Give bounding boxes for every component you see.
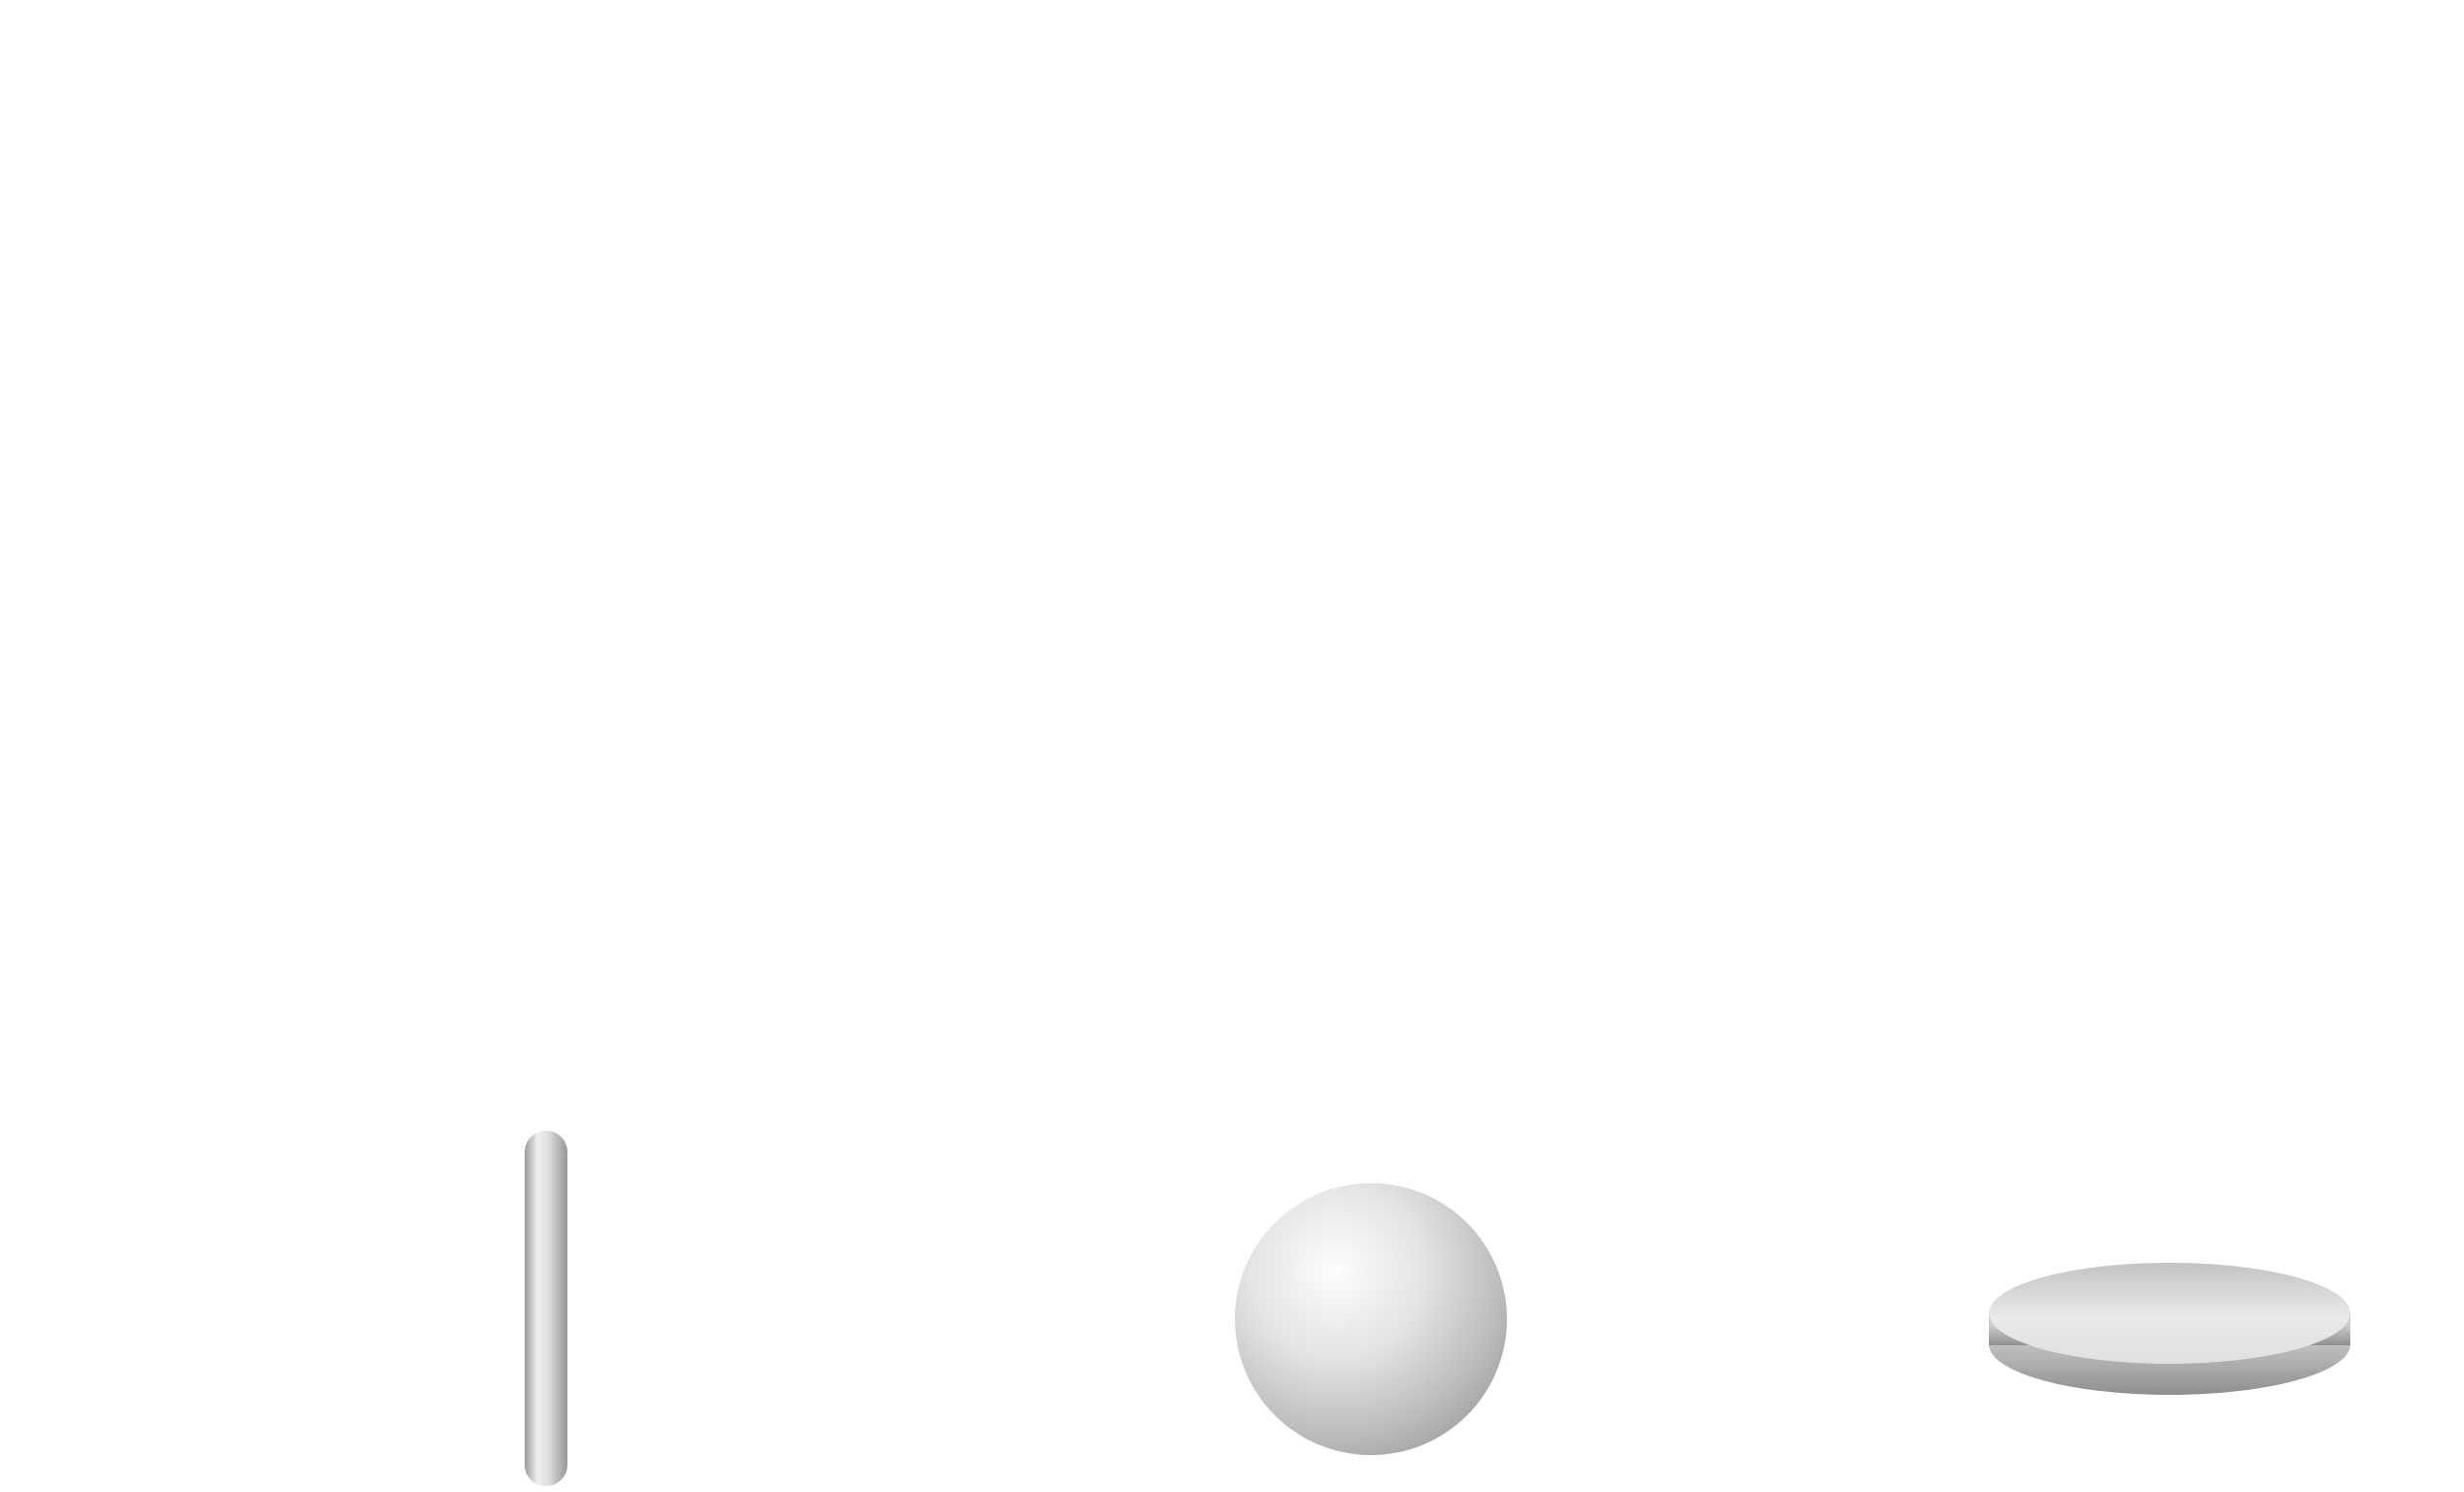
stick-glyph [525,1131,567,1486]
stick-body [525,1131,567,1486]
disc-top [1989,1263,2350,1364]
disc-glyph [1989,1263,2350,1395]
sphere-body [1235,1183,1507,1455]
sphere-glyph [1235,1183,1507,1455]
